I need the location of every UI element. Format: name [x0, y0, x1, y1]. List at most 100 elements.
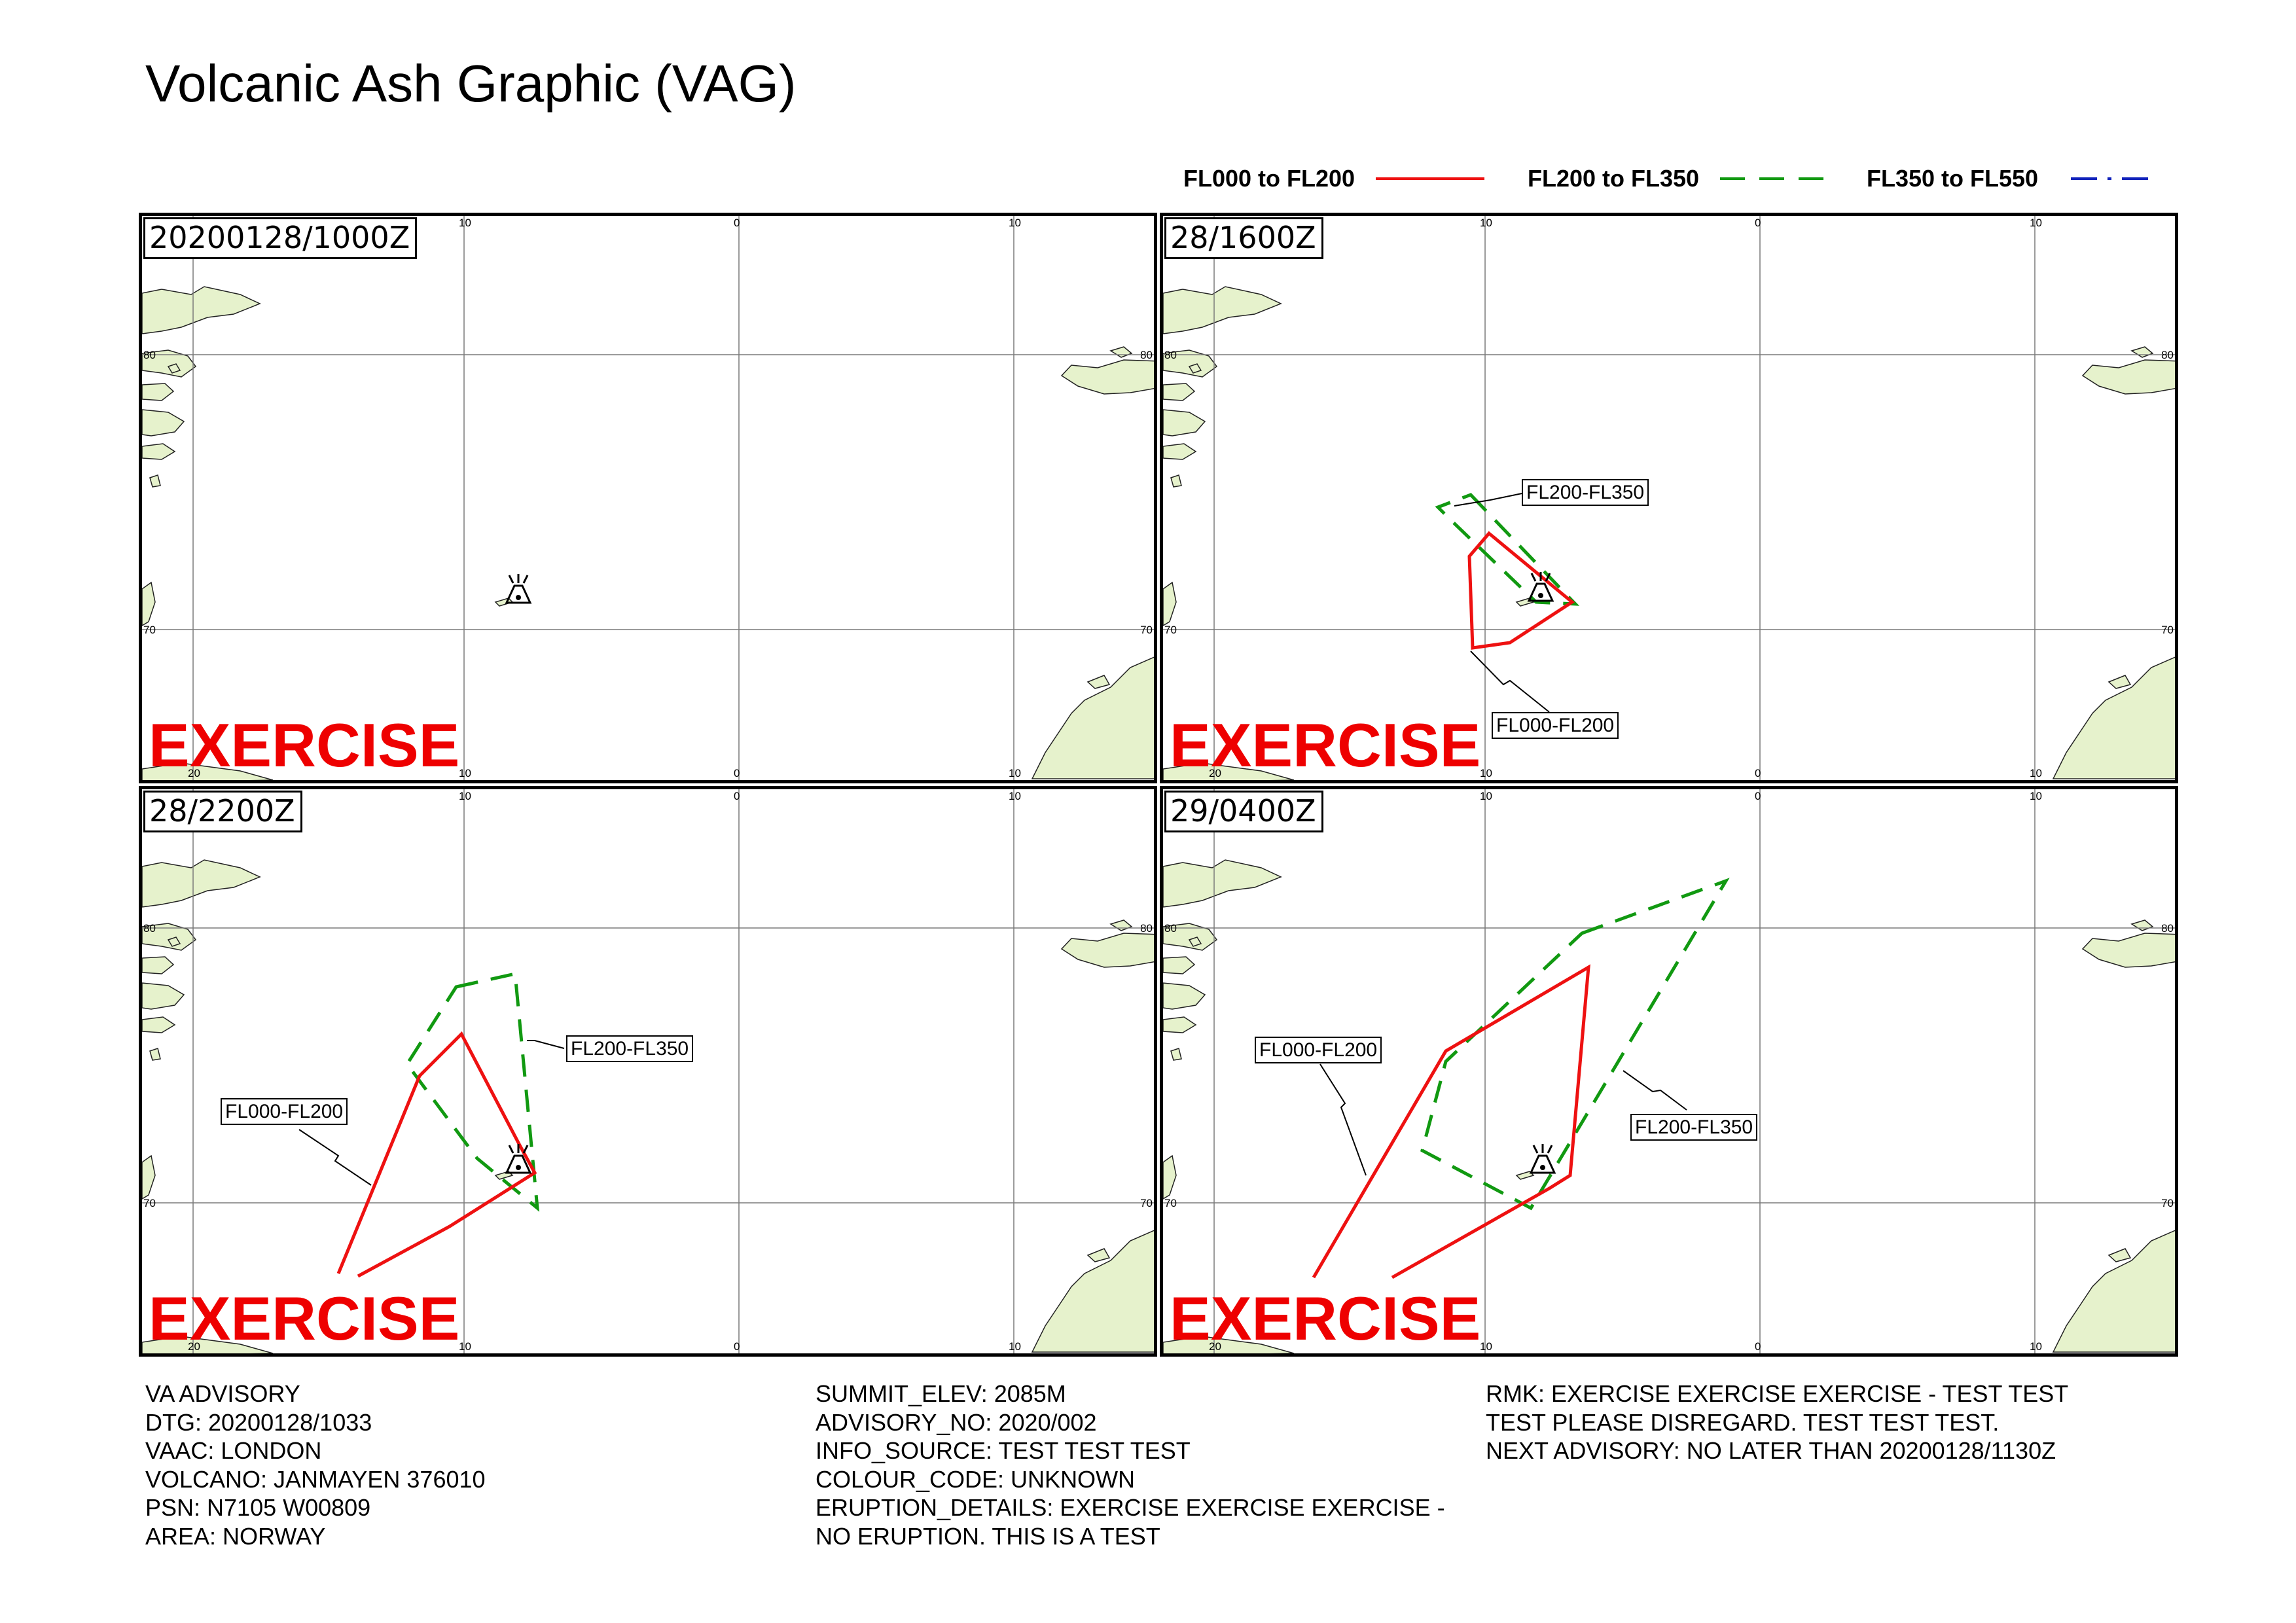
ash-polygon-fl200-fl350 — [1420, 878, 1730, 1211]
map-canvas-2 — [1163, 216, 2175, 780]
land-area — [1109, 919, 1133, 931]
land-area — [1163, 286, 1282, 334]
tick-label-bottom: 0 — [734, 767, 740, 779]
volcano-icon — [505, 574, 532, 604]
land-area — [1031, 656, 1154, 779]
land-area — [142, 443, 176, 460]
land-area — [2130, 346, 2154, 358]
tick-label-bottom: 20 — [188, 767, 200, 779]
tick-label-bottom: 10 — [2030, 767, 2042, 779]
advisory-column-2: SUMMIT_ELEV: 2085M ADVISORY_NO: 2020/002… — [816, 1380, 1445, 1550]
advisory-line: PSN: N7105 W00809 — [145, 1494, 371, 1521]
land-area — [142, 349, 197, 378]
tick-label-bottom: 10 — [2030, 1340, 2042, 1353]
tick-label-right: 70 — [2161, 1197, 2174, 1209]
advisory-line: ERUPTION_DETAILS: EXERCISE EXERCISE EXER… — [816, 1494, 1445, 1521]
land-area — [1163, 1154, 1177, 1200]
tick-label-right: 70 — [1140, 624, 1153, 636]
page-title: Volcanic Ash Graphic (VAG) — [145, 54, 797, 113]
map-panel-2: 28/1600Z FL200-FL350 FL000-FL200 EXERCIS… — [1160, 213, 2178, 783]
callout-leader-fl200-fl350 — [1454, 491, 1529, 507]
ash-polygon-fl000-fl200 — [1312, 964, 1590, 1279]
tick-label-bottom: 10 — [1480, 1340, 1492, 1353]
land-area — [142, 581, 156, 626]
tick-label-top: 0 — [734, 217, 740, 229]
tick-label-top: 10 — [1009, 790, 1021, 802]
legend-line-red-solid — [1376, 177, 1484, 180]
tick-label-top: 10 — [2030, 217, 2042, 229]
tick-label-bottom: 20 — [1209, 767, 1221, 779]
land-area — [1188, 363, 1202, 374]
ash-polygon-fl200-fl350 — [404, 971, 540, 1212]
basemap-2 — [1163, 216, 2175, 780]
land-area — [1163, 982, 1206, 1010]
map-panel-3: 28/2200Z FL200-FL350 FL000-FL200 EXERCIS… — [139, 786, 1157, 1357]
tick-label-right: 80 — [1140, 922, 1153, 935]
land-area — [149, 1048, 161, 1061]
callout-leader-fl000-fl200 — [1319, 1063, 1367, 1176]
map-panel-1: 20200128/1000Z EXERCISE 10 0 10 20 10 0 10 80 70… — [139, 213, 1157, 783]
land-area — [142, 762, 274, 780]
tick-label-left: 70 — [1164, 1197, 1177, 1209]
tick-label-top: 10 — [1480, 217, 1492, 229]
basemap-4 — [1163, 789, 2175, 1353]
tick-label-right: 70 — [2161, 624, 2174, 636]
land-area — [1163, 383, 1196, 401]
advisory-line: ADVISORY_NO: 2020/002 — [816, 1408, 1097, 1436]
land-area — [167, 936, 181, 947]
exercise-watermark: EXERCISE — [1170, 1284, 1481, 1353]
callout-leader-fl000-fl200 — [1470, 651, 1550, 713]
land-area — [2108, 675, 2132, 689]
advisory-line: VAAC: LONDON — [145, 1437, 322, 1464]
callout-fl000-fl200: FL000-FL200 — [221, 1098, 348, 1125]
legend-line-green-dashed — [1720, 177, 1829, 180]
tick-label-bottom: 10 — [1009, 767, 1021, 779]
advisory-line: AREA: NORWAY — [145, 1522, 326, 1550]
tick-label-top: 0 — [734, 790, 740, 802]
land-area — [142, 286, 261, 334]
land-area — [1188, 936, 1202, 947]
tick-label-bottom: 0 — [734, 1340, 740, 1353]
land-area — [2081, 933, 2175, 968]
tick-label-bottom: 10 — [1009, 1340, 1021, 1353]
tick-label-bottom: 0 — [1755, 1340, 1761, 1353]
map-panel-4: 29/0400Z FL000-FL200 FL200-FL350 EXERCIS… — [1160, 786, 2178, 1357]
legend-label-fl350-fl550: FL350 to FL550 — [1867, 165, 2039, 192]
exercise-watermark: EXERCISE — [149, 1284, 460, 1353]
advisory-line: NEXT ADVISORY: NO LATER THAN 20200128/11… — [1486, 1437, 2056, 1464]
basemap-1 — [142, 216, 1154, 780]
tick-label-bottom: 20 — [1209, 1340, 1221, 1353]
advisory-column-3: RMK: EXERCISE EXERCISE EXERCISE - TEST T… — [1486, 1380, 2068, 1465]
callout-leader-fl000-fl200 — [298, 1129, 372, 1186]
land-area — [167, 363, 181, 374]
tick-label-top: 0 — [1755, 790, 1761, 802]
ash-polygon-fl000-fl200 — [1467, 531, 1575, 650]
exercise-watermark: EXERCISE — [149, 711, 460, 779]
land-area — [142, 859, 261, 908]
land-area — [1163, 762, 1295, 780]
tick-label-top: 10 — [459, 790, 471, 802]
tick-label-bottom: 10 — [459, 767, 471, 779]
tick-label-left: 80 — [1164, 922, 1177, 935]
basemap-3 — [142, 789, 1154, 1353]
land-area — [142, 409, 185, 437]
land-area — [1170, 474, 1182, 488]
tick-label-left: 70 — [143, 1197, 156, 1209]
tick-label-top: 0 — [1755, 217, 1761, 229]
advisory-line: RMK: EXERCISE EXERCISE EXERCISE - TEST T… — [1486, 1380, 2069, 1407]
advisory-line: COLOUR_CODE: UNKNOWN — [816, 1465, 1136, 1493]
advisory-line: VOLCANO: JANMAYEN 376010 — [145, 1465, 486, 1493]
land-area — [142, 982, 185, 1010]
panel-timestamp: 20200128/1000Z — [143, 217, 418, 260]
panel-timestamp: 28/1600Z — [1164, 217, 1323, 260]
volcano-icon — [1529, 1144, 1556, 1174]
advisory-line: DTG: 20200128/1033 — [145, 1408, 372, 1436]
land-area — [1031, 1230, 1154, 1353]
legend-label-fl200-fl350: FL200 to FL350 — [1528, 165, 1700, 192]
advisory-column-1: VA ADVISORY DTG: 20200128/1033 VAAC: LON… — [145, 1380, 486, 1550]
tick-label-left: 80 — [143, 922, 156, 935]
land-area — [1060, 359, 1154, 395]
advisory-line: SUMMIT_ELEV: 2085M — [816, 1380, 1066, 1407]
land-area — [142, 1336, 274, 1353]
advisory-line: INFO_SOURCE: TEST TEST TEST — [816, 1437, 1191, 1464]
